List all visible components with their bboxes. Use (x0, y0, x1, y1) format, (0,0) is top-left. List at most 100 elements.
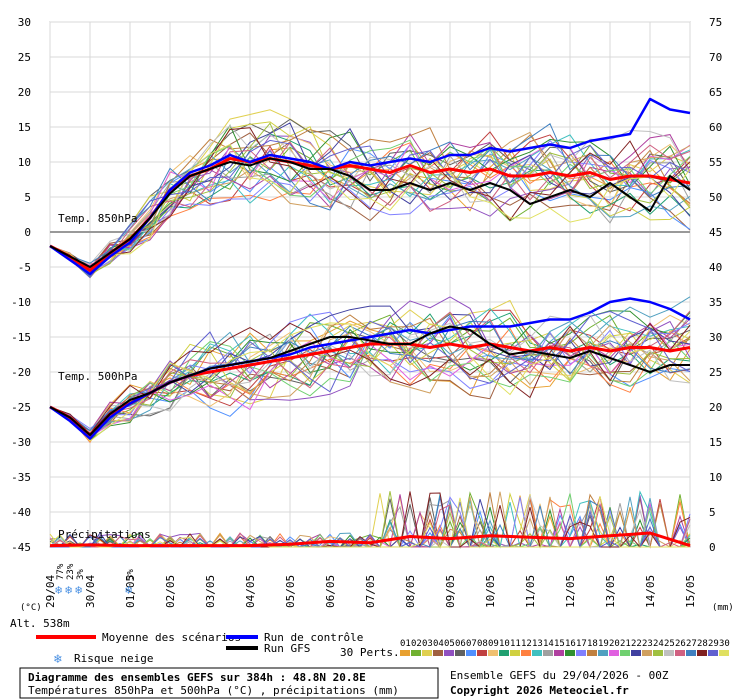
member-number: 14 (543, 639, 554, 649)
member-swatch (675, 650, 685, 656)
member-swatch (444, 650, 454, 656)
member-number: 07 (466, 639, 477, 649)
altitude-label: Alt. 538m (10, 617, 70, 630)
left-tick-label: 10 (18, 156, 31, 169)
member-number: 10 (499, 639, 510, 649)
x-tick-label: 06/05 (324, 575, 337, 608)
member-number: 17 (576, 639, 587, 649)
copyright: Copyright 2026 Meteociel.fr (450, 684, 629, 697)
x-tick-label: 14/05 (644, 575, 657, 608)
left-tick-label: 25 (18, 51, 31, 64)
right-tick-label: 70 (709, 51, 722, 64)
left-tick-label: -25 (11, 401, 31, 414)
x-tick-label: 11/05 (524, 575, 537, 608)
x-tick-label: 12/05 (564, 575, 577, 608)
member-number: 23 (642, 639, 653, 649)
snowflake-icon: ❄ (65, 583, 72, 597)
member-swatch (499, 650, 509, 656)
snowflake-icon: ❄ (75, 583, 82, 597)
member-swatch (521, 650, 531, 656)
member-swatch (620, 650, 630, 656)
member-swatch (532, 650, 542, 656)
member-swatch (422, 650, 432, 656)
x-tick-label: 09/05 (444, 575, 457, 608)
right-tick-label: 20 (709, 401, 722, 414)
member-number: 11 (510, 639, 521, 649)
member-swatch (708, 650, 718, 656)
right-tick-label: 75 (709, 16, 722, 29)
x-tick-label: 03/05 (204, 575, 217, 608)
snow-risk-percent: 3% (76, 569, 86, 580)
member-swatch (664, 650, 674, 656)
left-tick-label: -15 (11, 331, 31, 344)
member-swatch (488, 650, 498, 656)
x-tick-label: 05/05 (284, 575, 297, 608)
left-tick-label: -30 (11, 436, 31, 449)
snowflake-icon: ❄ (53, 652, 62, 667)
right-tick-label: 45 (709, 226, 722, 239)
member-number: 28 (697, 639, 708, 649)
member-number: 03 (422, 639, 433, 649)
right-tick-label: 65 (709, 86, 722, 99)
right-axis-unit: (mm) (712, 603, 734, 613)
member-swatch (477, 650, 487, 656)
member-number: 29 (708, 639, 719, 649)
legend-gfs-label: Run GFS (264, 642, 310, 655)
member-swatch (631, 650, 641, 656)
right-tick-label: 50 (709, 191, 722, 204)
member-swatch (719, 650, 729, 656)
member-swatch (697, 650, 707, 656)
run-info: Ensemble GEFS du 29/04/2026 - 00Z (450, 669, 669, 682)
member-number: 18 (587, 639, 598, 649)
x-tick-label: 07/05 (364, 575, 377, 608)
member-number: 02 (411, 639, 422, 649)
member-number: 16 (565, 639, 576, 649)
left-tick-label: -10 (11, 296, 31, 309)
member-number: 01 (400, 639, 411, 649)
member-number: 12 (521, 639, 532, 649)
member-number: 22 (631, 639, 642, 649)
x-axis: 29/04 30/04 01/05 02/05 03/05 04/05 05/05 06/05… (44, 575, 697, 608)
right-tick-label: 60 (709, 121, 722, 134)
member-swatch (587, 650, 597, 656)
member-number: 09 (488, 639, 499, 649)
member-swatch (609, 650, 619, 656)
right-tick-label: 35 (709, 296, 722, 309)
panel-label-t850: Temp. 850hPa (58, 212, 137, 225)
snow-risk-percent: 77% (56, 563, 66, 580)
member-swatch (598, 650, 608, 656)
right-tick-label: 30 (709, 331, 722, 344)
left-tick-label: -20 (11, 366, 31, 379)
x-tick-label: 15/05 (684, 575, 697, 608)
legend-perts-label: 30 Perts. (340, 646, 400, 659)
right-tick-label: 25 (709, 366, 722, 379)
member-number: 24 (653, 639, 664, 649)
left-tick-label: 0 (24, 226, 31, 239)
right-tick-label: 15 (709, 436, 722, 449)
left-tick-label: -5 (18, 261, 31, 274)
member-number: 20 (609, 639, 620, 649)
member-number: 04 (433, 639, 444, 649)
member-number: 25 (664, 639, 675, 649)
x-tick-label: 10/05 (484, 575, 497, 608)
member-number: 26 (675, 639, 686, 649)
member-number: 21 (620, 639, 631, 649)
x-tick-label: 02/05 (164, 575, 177, 608)
left-axis: 302520151050-5-10-15-20-25-30-35-40-45 (11, 16, 31, 554)
member-swatch (411, 650, 421, 656)
member-swatch (686, 650, 696, 656)
member-swatch (565, 650, 575, 656)
legend-snow-label: Risque neige (74, 652, 153, 665)
footer-subtitle: Températures 850hPa et 500hPa (°C) , pré… (28, 684, 399, 697)
snow-risk-percent: 3% (126, 569, 136, 580)
member-number: 15 (554, 639, 565, 649)
panel-label-t500: Temp. 500hPa (58, 370, 137, 383)
member-swatch (455, 650, 465, 656)
left-tick-label: 30 (18, 16, 31, 29)
x-tick-label: 04/05 (244, 575, 257, 608)
member-swatch (543, 650, 553, 656)
right-tick-label: 55 (709, 156, 722, 169)
left-tick-label: -40 (11, 506, 31, 519)
snowflake-icon: ❄ (55, 583, 62, 597)
